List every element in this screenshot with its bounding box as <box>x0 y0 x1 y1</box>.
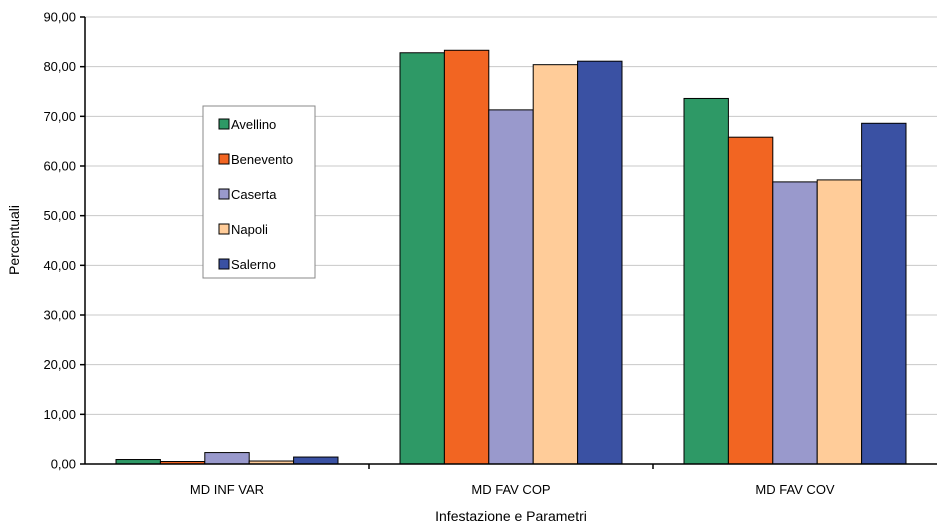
y-ticks: 0,00 10,00 20,00 30,00 40,00 50,00 60,00 70,00 8… <box>43 10 85 472</box>
x-tick-label: MD FAV COV <box>755 482 835 497</box>
y-tick-label: 10,00 <box>43 407 76 422</box>
legend-swatch-avellino <box>218 118 230 130</box>
y-tick-label: 70,00 <box>43 109 76 124</box>
legend-label-benevento: Benevento <box>231 152 293 167</box>
legend-swatch-napoli <box>218 223 230 235</box>
legend: Avellino Benevento Caserta Napoli Salerno <box>202 105 316 279</box>
bar-avellino-md-fav-cov <box>683 97 729 465</box>
bar-napoli-md-fav-cop <box>532 64 579 465</box>
bar-avellino-md-fav-cop <box>399 52 445 465</box>
x-tick-label: MD FAV COP <box>471 482 550 497</box>
y-axis-title: Percentuali <box>6 205 22 275</box>
bar-salerno-md-inf-var <box>293 456 339 465</box>
bar-salerno-md-fav-cop <box>577 60 623 465</box>
y-tick-label: 90,00 <box>43 10 76 25</box>
legend-swatch-caserta <box>218 188 230 200</box>
bars <box>115 49 907 465</box>
y-tick-label: 60,00 <box>43 159 76 174</box>
x-axis-title: Infestazione e Parametri <box>435 508 587 524</box>
legend-label-napoli: Napoli <box>231 222 268 237</box>
bar-salerno-md-fav-cov <box>861 122 907 465</box>
y-tick-label: 80,00 <box>43 59 76 74</box>
y-tick-label: 50,00 <box>43 208 76 223</box>
x-tick-label: MD INF VAR <box>190 482 264 497</box>
legend-label-avellino: Avellino <box>231 117 276 132</box>
bar-caserta-md-inf-var <box>204 452 250 465</box>
bar-caserta-md-fav-cop <box>488 109 534 465</box>
x-ticks: MD INF VAR MD FAV COP MD FAV COV <box>190 464 835 497</box>
y-tick-label: 40,00 <box>43 258 76 273</box>
legend-label-caserta: Caserta <box>231 187 277 202</box>
legend-label-salerno: Salerno <box>231 257 276 272</box>
legend-swatch-benevento <box>218 153 230 165</box>
bar-benevento-md-fav-cov <box>727 136 774 465</box>
axes <box>84 17 937 465</box>
y-tick-label: 30,00 <box>43 308 76 323</box>
bar-benevento-md-fav-cop <box>443 49 490 465</box>
y-tick-label: 0,00 <box>51 457 76 472</box>
legend-swatch-salerno <box>218 258 230 270</box>
bar-caserta-md-fav-cov <box>772 181 818 465</box>
y-tick-label: 20,00 <box>43 357 76 372</box>
bar-napoli-md-fav-cov <box>816 179 863 465</box>
